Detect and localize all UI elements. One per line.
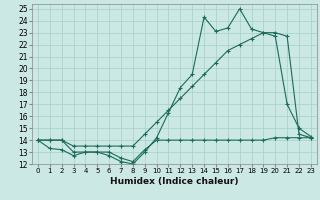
X-axis label: Humidex (Indice chaleur): Humidex (Indice chaleur) [110,177,239,186]
